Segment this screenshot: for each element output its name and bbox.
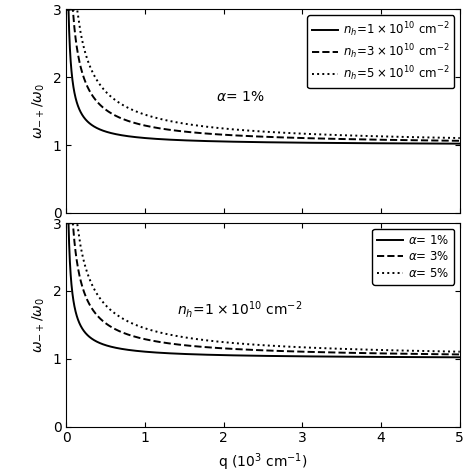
X-axis label: q (10$^3$ cm$^{-1}$): q (10$^3$ cm$^{-1}$): [218, 451, 308, 473]
Y-axis label: $\omega_{-+}/\omega_0$: $\omega_{-+}/\omega_0$: [31, 83, 47, 139]
Text: $\alpha$= 1%: $\alpha$= 1%: [216, 90, 264, 104]
Legend: $\alpha$= 1%, $\alpha$= 3%, $\alpha$= 5%: $\alpha$= 1%, $\alpha$= 3%, $\alpha$= 5%: [373, 229, 454, 284]
Text: $n_h\!=\!1\times10^{10}$ cm$^{-2}$: $n_h\!=\!1\times10^{10}$ cm$^{-2}$: [176, 299, 302, 320]
Legend: $n_h\!=\!1\times10^{10}$ cm$^{-2}$, $n_h\!=\!3\times10^{10}$ cm$^{-2}$, $n_h\!=\: $n_h\!=\!1\times10^{10}$ cm$^{-2}$, $n_h…: [307, 15, 454, 88]
Y-axis label: $\omega_{-+}/\omega_0$: $\omega_{-+}/\omega_0$: [31, 297, 47, 353]
